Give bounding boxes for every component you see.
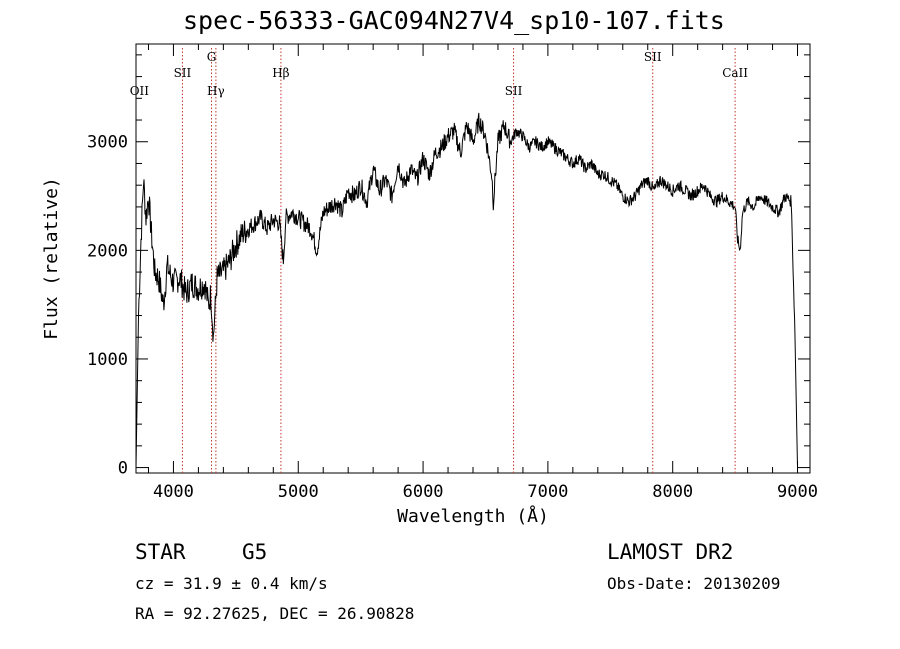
x-tick-label: 7000 xyxy=(527,482,568,502)
survey-name: LAMOST DR2 xyxy=(607,540,734,564)
spectral-line-label: SII xyxy=(644,50,662,64)
coords-text: RA = 92.27625, DEC = 26.90828 xyxy=(135,604,415,623)
x-tick-label: 6000 xyxy=(403,482,444,502)
x-axis-label: Wavelength (Å) xyxy=(397,505,549,527)
spectrum-series-line xyxy=(135,112,798,468)
spectral-line-label: CaII xyxy=(722,66,748,80)
chart-title: spec-56333-GAC094N27V4_sp10-107.fits xyxy=(183,6,725,35)
spectral-line-label: G xyxy=(207,50,217,64)
spectral-line-label: Hβ xyxy=(272,66,289,80)
y-tick-label: 3000 xyxy=(87,133,128,153)
y-tick-label: 1000 xyxy=(87,350,128,370)
x-tick-label: 4000 xyxy=(153,482,194,502)
obs-date-text: Obs-Date: 20130209 xyxy=(607,574,781,593)
spectral-line-label: SII xyxy=(174,66,192,80)
object-subclass: G5 xyxy=(242,540,268,564)
x-tick-label: 9000 xyxy=(777,482,818,502)
y-tick-label: 2000 xyxy=(87,241,128,261)
redshift-text: cz = 31.9 ± 0.4 km/s xyxy=(135,574,328,593)
spectral-line-label: SII xyxy=(505,84,523,98)
object-class: STAR xyxy=(135,540,186,564)
spectral-line-label: OII xyxy=(130,84,150,98)
y-tick-label: 0 xyxy=(118,459,128,479)
x-tick-label: 5000 xyxy=(278,482,319,502)
plot-frame xyxy=(135,43,811,474)
x-tick-label: 8000 xyxy=(652,482,693,502)
y-axis-label: Flux (relative) xyxy=(41,177,62,340)
spectral-line-label: Hγ xyxy=(207,84,225,98)
